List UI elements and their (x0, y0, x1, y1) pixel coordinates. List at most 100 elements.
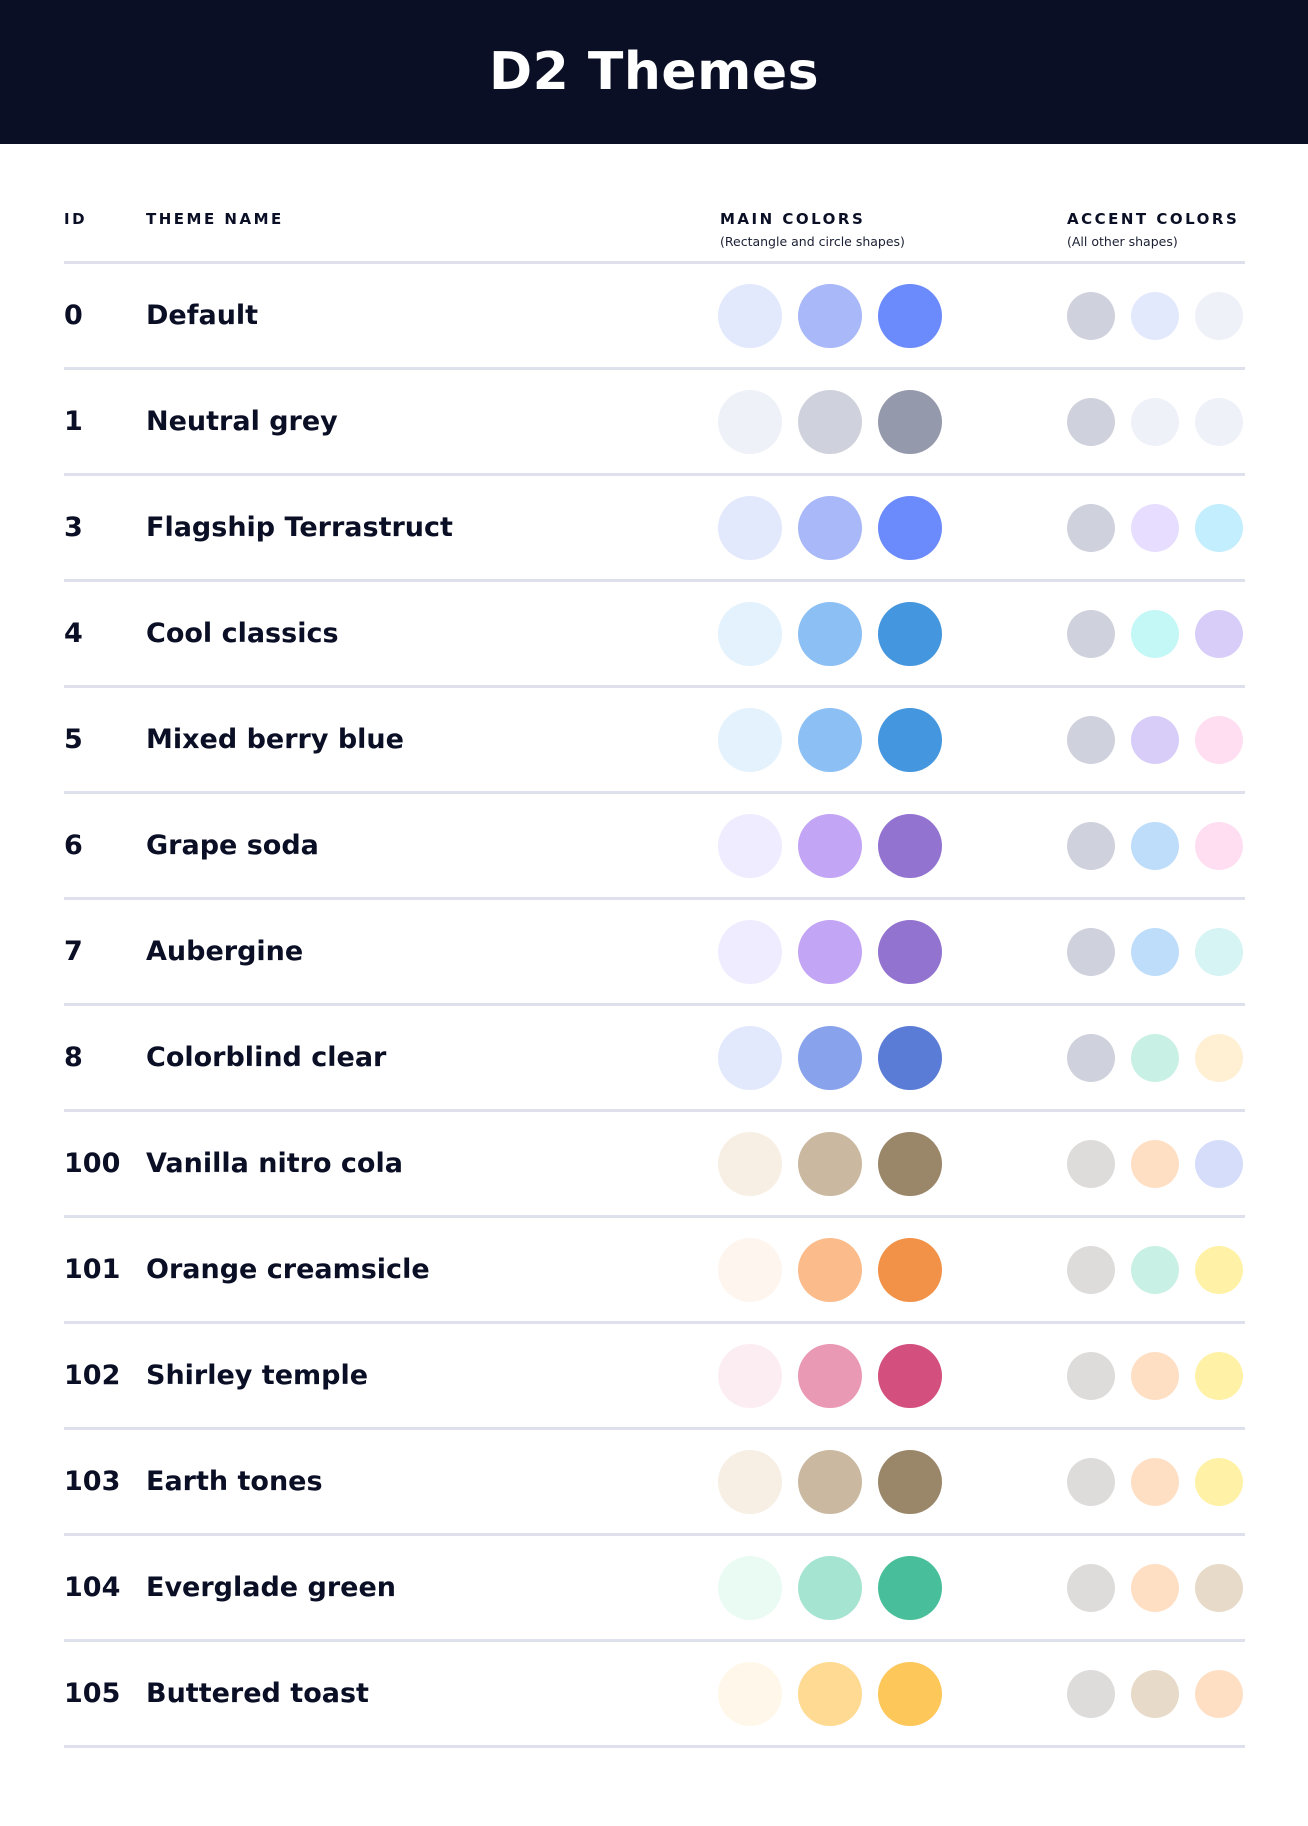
main-color-swatch (718, 1662, 782, 1726)
theme-name: Aubergine (146, 936, 304, 967)
main-colors (718, 390, 942, 454)
main-colors (718, 1132, 942, 1196)
accent-color-swatch (1195, 1670, 1243, 1718)
column-accent-colors-subtitle: (All other shapes) (1067, 234, 1178, 249)
table-row: 7 Aubergine (64, 900, 1245, 1006)
main-colors (718, 1344, 942, 1408)
main-color-swatch (798, 1132, 862, 1196)
table-row: 1 Neutral grey (64, 370, 1245, 476)
table-row: 101 Orange creamsicle (64, 1218, 1245, 1324)
themes-table: ID THEME NAME MAIN COLORS (Rectangle and… (64, 206, 1245, 1748)
accent-color-swatch (1195, 928, 1243, 976)
main-color-swatch (878, 284, 942, 348)
main-colors (718, 920, 942, 984)
accent-color-swatch (1195, 1458, 1243, 1506)
accent-color-swatch (1067, 822, 1115, 870)
theme-id: 8 (64, 1042, 83, 1073)
accent-colors (1067, 1564, 1243, 1612)
table-body: 0 Default 1 Neutral grey 3 Flagship Terr… (64, 264, 1245, 1748)
accent-color-swatch (1131, 822, 1179, 870)
main-color-swatch (798, 496, 862, 560)
theme-name: Neutral grey (146, 406, 338, 437)
theme-name: Vanilla nitro cola (146, 1148, 403, 1179)
main-colors (718, 1662, 942, 1726)
main-color-swatch (718, 814, 782, 878)
main-color-swatch (878, 602, 942, 666)
accent-color-swatch (1195, 1140, 1243, 1188)
accent-colors (1067, 1352, 1243, 1400)
theme-name: Cool classics (146, 618, 339, 649)
page-title: D2 Themes (488, 42, 820, 102)
theme-name: Flagship Terrastruct (146, 512, 453, 543)
main-color-swatch (878, 814, 942, 878)
accent-color-swatch (1131, 1246, 1179, 1294)
main-color-swatch (798, 920, 862, 984)
main-color-swatch (878, 1238, 942, 1302)
main-colors (718, 1238, 942, 1302)
theme-id: 103 (64, 1466, 121, 1497)
main-color-swatch (718, 1450, 782, 1514)
main-color-swatch (798, 708, 862, 772)
theme-name: Earth tones (146, 1466, 323, 1497)
accent-color-swatch (1131, 1352, 1179, 1400)
theme-id: 1 (64, 406, 83, 437)
table-row: 8 Colorblind clear (64, 1006, 1245, 1112)
accent-color-swatch (1131, 504, 1179, 552)
theme-id: 4 (64, 618, 83, 649)
table-row: 100 Vanilla nitro cola (64, 1112, 1245, 1218)
main-color-swatch (798, 1238, 862, 1302)
accent-colors (1067, 398, 1243, 446)
theme-id: 101 (64, 1254, 121, 1285)
accent-color-swatch (1195, 716, 1243, 764)
main-color-swatch (798, 602, 862, 666)
main-colors (718, 602, 942, 666)
theme-id: 105 (64, 1678, 121, 1709)
main-color-swatch (718, 1238, 782, 1302)
accent-color-swatch (1195, 504, 1243, 552)
theme-name: Buttered toast (146, 1678, 369, 1709)
main-color-swatch (878, 1344, 942, 1408)
accent-color-swatch (1131, 716, 1179, 764)
main-color-swatch (878, 1450, 942, 1514)
main-colors (718, 1026, 942, 1090)
accent-color-swatch (1195, 1352, 1243, 1400)
accent-color-swatch (1067, 1034, 1115, 1082)
main-color-swatch (798, 1450, 862, 1514)
main-color-swatch (718, 708, 782, 772)
accent-color-swatch (1195, 822, 1243, 870)
column-main-colors-subtitle: (Rectangle and circle shapes) (720, 234, 905, 249)
accent-colors (1067, 716, 1243, 764)
column-id: ID (64, 210, 88, 228)
theme-name: Default (146, 300, 259, 331)
main-color-swatch (878, 1132, 942, 1196)
theme-id: 6 (64, 830, 83, 861)
accent-color-swatch (1131, 928, 1179, 976)
accent-color-swatch (1195, 398, 1243, 446)
accent-color-swatch (1067, 504, 1115, 552)
main-colors (718, 1450, 942, 1514)
accent-color-swatch (1195, 610, 1243, 658)
column-main-colors: MAIN COLORS (720, 210, 866, 228)
main-color-swatch (878, 708, 942, 772)
theme-name: Orange creamsicle (146, 1254, 430, 1285)
accent-colors (1067, 1034, 1243, 1082)
table-header: ID THEME NAME MAIN COLORS (Rectangle and… (64, 206, 1245, 264)
accent-color-swatch (1195, 1246, 1243, 1294)
accent-color-swatch (1131, 1458, 1179, 1506)
table-row: 103 Earth tones (64, 1430, 1245, 1536)
main-color-swatch (798, 814, 862, 878)
theme-id: 102 (64, 1360, 121, 1391)
main-color-swatch (878, 1026, 942, 1090)
column-accent-colors: ACCENT COLORS (1067, 210, 1240, 228)
theme-name: Grape soda (146, 830, 319, 861)
table-row: 102 Shirley temple (64, 1324, 1245, 1430)
main-color-swatch (718, 1026, 782, 1090)
main-color-swatch (718, 1556, 782, 1620)
main-color-swatch (798, 284, 862, 348)
accent-color-swatch (1067, 1458, 1115, 1506)
accent-color-swatch (1067, 610, 1115, 658)
accent-colors (1067, 610, 1243, 658)
main-color-swatch (878, 1662, 942, 1726)
main-color-swatch (718, 1344, 782, 1408)
main-color-swatch (718, 1132, 782, 1196)
